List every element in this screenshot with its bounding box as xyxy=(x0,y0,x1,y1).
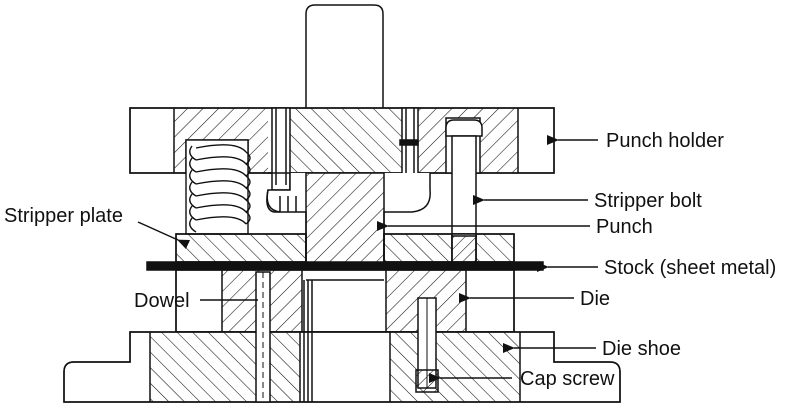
label-punch-holder: Punch holder xyxy=(606,130,724,152)
dowel xyxy=(255,271,271,403)
label-dowel: Dowel xyxy=(134,290,190,312)
cap-screw xyxy=(415,297,439,393)
label-die-shoe: Die shoe xyxy=(602,338,681,360)
stock-sheet-metal xyxy=(146,261,544,271)
label-stock: Stock (sheet metal) xyxy=(604,257,776,279)
label-cap-screw: Cap screw xyxy=(520,368,615,390)
label-punch: Punch xyxy=(596,216,653,238)
leader-stripper-plate xyxy=(137,221,191,250)
label-stripper-plate: Stripper plate xyxy=(4,205,123,227)
stripper-spring xyxy=(185,139,251,235)
label-die: Die xyxy=(580,288,610,310)
label-stripper-bolt: Stripper bolt xyxy=(594,190,702,212)
die-shoe xyxy=(63,280,621,403)
die xyxy=(175,269,515,333)
shank xyxy=(305,4,384,108)
